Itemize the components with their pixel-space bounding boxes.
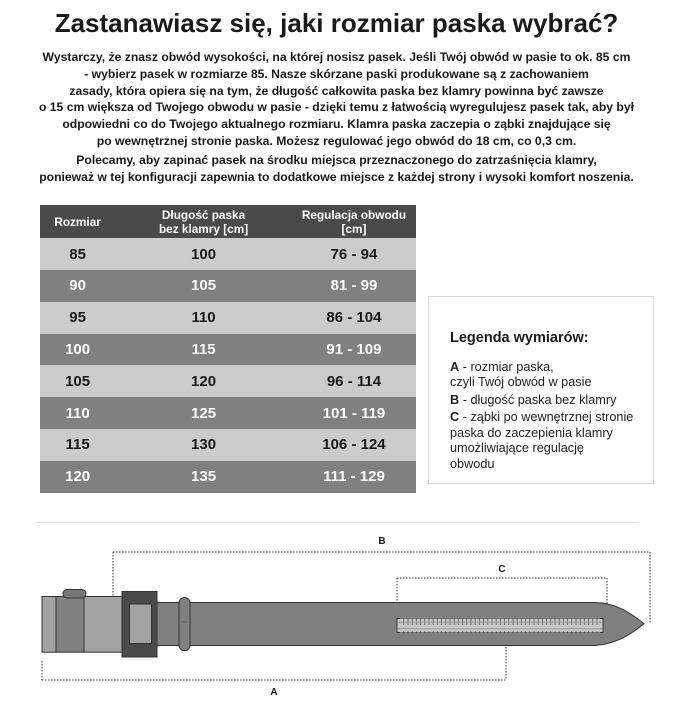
svg-text:C: C bbox=[498, 564, 505, 575]
svg-text:A: A bbox=[270, 687, 277, 698]
svg-text:B: B bbox=[378, 536, 385, 547]
